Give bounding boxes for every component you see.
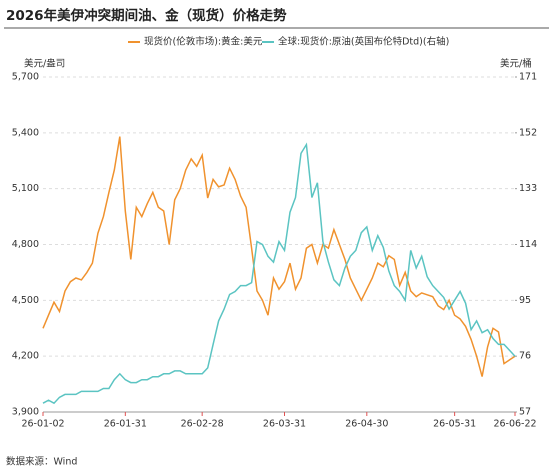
y2-tick-label: 114	[519, 239, 537, 250]
y2-tick-label: 95	[519, 295, 531, 306]
y2-tick-label: 152	[519, 127, 537, 138]
x-tick-label: 26-04-30	[345, 419, 388, 430]
x-tick-label: 26-05-31	[433, 419, 476, 430]
legend-label: 全球:现货价:原油(英国布伦特Dtd)(右轴)	[278, 36, 449, 48]
y2-axis-label: 美元/桶	[500, 58, 532, 70]
series-line	[42, 142, 516, 405]
chart-title: 2026年美伊冲突期间油、金（现货）价格走势	[6, 7, 287, 24]
x-tick-label: 26-01-31	[104, 419, 147, 430]
y2-tick-label: 57	[519, 407, 531, 418]
source: 数据来源：Wind	[6, 456, 77, 468]
legend-label: 现货价(伦敦市场):黄金:美元	[144, 36, 263, 48]
y-tick-label: 4,500	[12, 295, 39, 306]
x-tick-label: 26-03-31	[263, 419, 306, 430]
series-line	[42, 136, 516, 377]
y-tick-label: 3,900	[12, 407, 39, 418]
y-axis-label: 美元/盎司	[24, 58, 65, 70]
x-tick-label: 26-02-28	[181, 419, 224, 430]
y-tick-label: 4,800	[12, 239, 39, 250]
y2-tick-label: 171	[519, 72, 537, 83]
y-tick-label: 5,400	[12, 127, 39, 138]
x-tick-label: 26-06-22	[493, 419, 536, 430]
y-tick-label: 4,200	[12, 351, 39, 362]
y2-tick-label: 76	[519, 351, 531, 362]
y2-tick-label: 133	[519, 183, 537, 194]
y-tick-label: 5,100	[12, 183, 39, 194]
y-tick-label: 5,700	[12, 72, 39, 83]
x-tick-label: 26-01-02	[21, 419, 64, 430]
